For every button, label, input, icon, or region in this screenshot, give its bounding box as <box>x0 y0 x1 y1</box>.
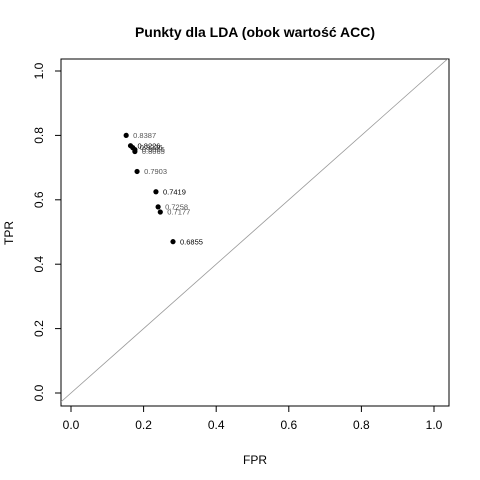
plot-area: 0.0 0.2 0.4 0.6 0.8 1.0 0.0 0.2 0.4 0.6 0.8 1.0 0.83… <box>32 58 450 432</box>
x-tick-label: 0.4 <box>208 418 225 432</box>
reference-diagonal-line <box>61 59 449 403</box>
y-tick-label: 1.0 <box>32 62 46 79</box>
y-tick-label: 0.4 <box>32 256 46 273</box>
x-tick-label: 0.0 <box>63 418 80 432</box>
y-tick-label: 0.2 <box>32 320 46 337</box>
data-point <box>170 239 176 245</box>
x-tick-label: 0.6 <box>280 418 297 432</box>
data-point <box>155 204 161 210</box>
data-point <box>153 189 159 195</box>
x-tick-label: 1.0 <box>426 418 443 432</box>
chart-title: Punkty dla LDA (obok wartość ACC) <box>135 24 375 40</box>
data-point-label: 0.7258 <box>165 202 188 211</box>
y-axis-label: TPR <box>2 221 16 245</box>
y-tick-label: 0.0 <box>32 384 46 401</box>
x-tick-label: 0.2 <box>135 418 152 432</box>
data-point-label: 0.8226 <box>138 141 161 150</box>
data-point-label: 0.7419 <box>163 187 186 196</box>
x-axis-label: FPR <box>243 453 267 467</box>
x-tick-label: 0.8 <box>353 418 370 432</box>
data-point-label: 0.7177 <box>167 208 190 217</box>
data-point-label: 0.6855 <box>180 237 203 246</box>
data-point <box>123 132 129 138</box>
data-point <box>157 209 163 215</box>
y-tick-label: 0.6 <box>32 191 46 208</box>
data-point-label: 0.7903 <box>144 167 167 176</box>
plot-frame <box>60 58 450 407</box>
data-point <box>132 148 138 155</box>
data-point-label: 0.8387 <box>133 131 156 140</box>
data-point-label: 0.8065 <box>142 145 165 154</box>
data-point-label: 0.8226 <box>140 143 163 152</box>
data-point <box>134 168 140 175</box>
data-point-label: 0.8065 <box>142 147 165 156</box>
y-tick-label: 0.8 <box>32 127 46 144</box>
